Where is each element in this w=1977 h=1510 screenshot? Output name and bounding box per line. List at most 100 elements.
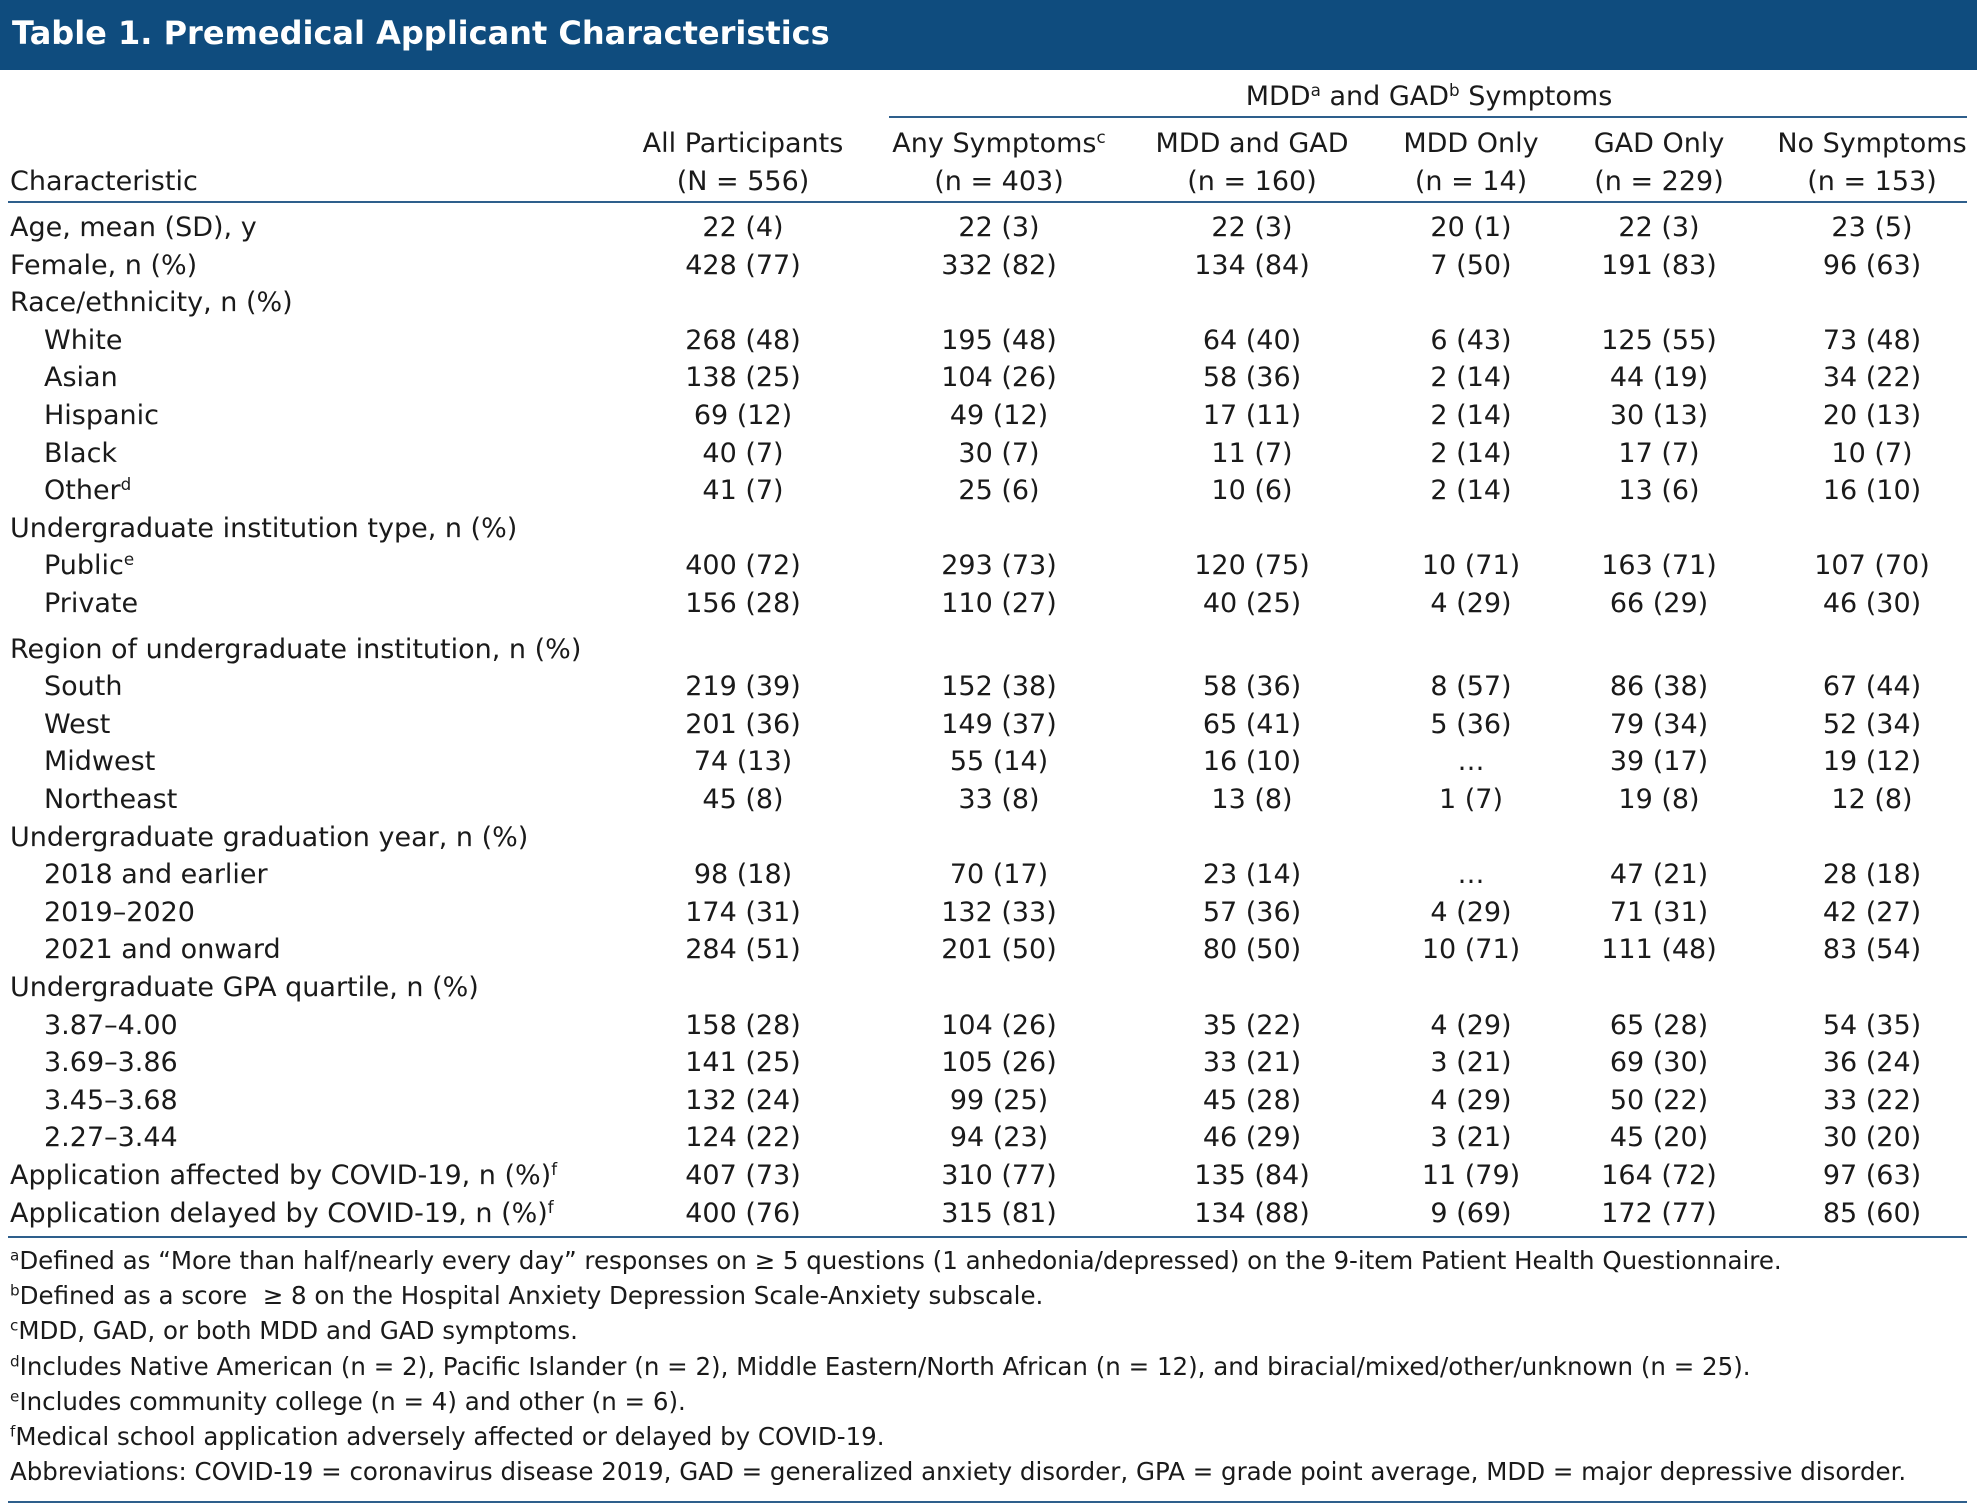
spanner-text: MDD xyxy=(1245,81,1311,112)
row-label-text: 2.27–3.44 xyxy=(44,1122,178,1154)
data-cell: 3 (21) xyxy=(1430,1122,1512,1154)
data-cell: 400 (72) xyxy=(685,550,801,582)
data-cell: 33 (22) xyxy=(1822,1084,1922,1116)
footnote-mark: e xyxy=(10,1387,20,1406)
footnote: aDefined as “More than half/nearly every… xyxy=(10,1246,1782,1276)
row-label-text: 3.45–3.68 xyxy=(44,1084,178,1116)
data-cell: 138 (25) xyxy=(685,362,801,394)
data-cell: 407 (73) xyxy=(685,1160,801,1191)
data-cell: 54 (35) xyxy=(1822,1009,1922,1041)
row-label: White xyxy=(44,324,123,358)
row-label-text: Race/ethnicity, n (%) xyxy=(10,287,293,319)
data-cell: 4 (29) xyxy=(1430,1009,1512,1041)
data-cell: 7 (50) xyxy=(1430,249,1512,281)
data-cell: 104 (26) xyxy=(941,1009,1057,1041)
superscript: d xyxy=(120,473,132,494)
data-cell: 58 (36) xyxy=(1202,671,1302,703)
spanner-text: Symptoms xyxy=(1459,81,1613,112)
data-cell: 164 (72) xyxy=(1601,1160,1717,1191)
data-cell: 135 (84) xyxy=(1194,1160,1310,1191)
data-cell: 111 (48) xyxy=(1601,934,1717,966)
data-cell: 71 (31) xyxy=(1609,896,1709,928)
row-label-text: Age, mean (SD), y xyxy=(10,212,257,243)
column-header-text: GAD Only xyxy=(1593,128,1725,159)
row-label-text: Application affected by COVID-19, n (%) xyxy=(10,1160,552,1191)
data-cell: 86 (38) xyxy=(1609,671,1709,703)
data-cell: 13 (8) xyxy=(1211,784,1293,815)
row-label-text: Female, n (%) xyxy=(10,249,198,281)
data-cell: 2 (14) xyxy=(1430,437,1512,469)
data-cell: 174 (31) xyxy=(685,896,801,928)
data-cell: 45 (20) xyxy=(1609,1122,1709,1154)
data-cell: 149 (37) xyxy=(941,708,1057,740)
data-cell: 67 (44) xyxy=(1822,671,1922,703)
row-label: 2.27–3.44 xyxy=(44,1121,178,1155)
row-label-text: Undergraduate graduation year, n (%) xyxy=(10,821,529,853)
column-n: (n = 403) xyxy=(934,166,1064,197)
row-label: Undergraduate institution type, n (%) xyxy=(10,512,517,546)
row-label: Black xyxy=(44,437,117,471)
data-cell: 191 (83) xyxy=(1601,249,1717,281)
data-cell: 125 (55) xyxy=(1601,324,1717,356)
row-label-text: Private xyxy=(44,588,139,619)
row-label-text: 2021 and onward xyxy=(44,934,281,966)
data-cell: 46 (30) xyxy=(1822,588,1922,619)
data-cell: 50 (22) xyxy=(1609,1084,1709,1116)
column-header-text: Any Symptoms xyxy=(892,128,1097,159)
footnote-text: Includes Native American (n = 2), Pacifi… xyxy=(19,1351,1751,1381)
footnote-text: MDD, GAD, or both MDD and GAD symptoms. xyxy=(18,1316,578,1346)
footnote-mark: a xyxy=(10,1246,20,1265)
column-header-text: MDD Only xyxy=(1403,128,1539,159)
footnote-mark: c xyxy=(10,1316,19,1335)
data-cell: 11 (79) xyxy=(1421,1160,1521,1191)
data-cell: 4 (29) xyxy=(1430,588,1512,619)
row-label-text: Public xyxy=(44,550,124,582)
row-label: 3.45–3.68 xyxy=(44,1084,178,1118)
data-cell: 315 (81) xyxy=(941,1197,1057,1229)
data-cell: 4 (29) xyxy=(1430,1084,1512,1116)
column-n: (n = 153) xyxy=(1807,166,1937,197)
data-cell: 3 (21) xyxy=(1430,1047,1512,1079)
row-label: Race/ethnicity, n (%) xyxy=(10,286,293,320)
column-header-text: Characteristic xyxy=(10,166,198,197)
data-cell: 40 (25) xyxy=(1202,588,1302,619)
data-cell: 132 (24) xyxy=(685,1084,801,1116)
data-cell: 120 (75) xyxy=(1194,550,1310,582)
row-label: Age, mean (SD), y xyxy=(10,211,257,245)
column-header-text: No Symptoms xyxy=(1777,128,1967,159)
column-spanner: MDDa and GADb Symptoms xyxy=(1246,80,1613,114)
footnote-mark: b xyxy=(10,1281,20,1300)
data-cell: 20 (1) xyxy=(1430,212,1512,243)
data-cell: 22 (4) xyxy=(702,212,784,243)
data-cell: 12 (8) xyxy=(1831,784,1913,815)
footnote: fMedical school application adversely af… xyxy=(10,1422,885,1452)
data-cell: 141 (25) xyxy=(685,1047,801,1079)
footnote-text: Medical school application adversely aff… xyxy=(15,1422,885,1452)
data-cell: 10 (7) xyxy=(1831,437,1913,469)
data-cell: 74 (13) xyxy=(693,746,793,778)
data-cell: 219 (39) xyxy=(685,671,801,703)
footnote-mark: d xyxy=(10,1352,20,1371)
data-cell: 293 (73) xyxy=(941,550,1057,582)
column-header: MDD Only xyxy=(1403,127,1538,161)
data-cell: 33 (8) xyxy=(958,784,1040,815)
data-cell: 73 (48) xyxy=(1822,324,1922,356)
row-label: Otherd xyxy=(44,474,131,508)
data-cell: 9 (69) xyxy=(1430,1197,1512,1229)
column-header: Characteristic xyxy=(10,165,198,199)
rule-line xyxy=(889,116,1967,118)
row-label-text: 3.87–4.00 xyxy=(44,1009,178,1041)
data-cell: 41 (7) xyxy=(702,475,784,507)
superscript: e xyxy=(123,549,135,570)
row-label: Publice xyxy=(44,549,134,583)
row-label: West xyxy=(44,708,110,742)
column-header: MDD and GAD xyxy=(1155,127,1348,161)
row-label-text: Hispanic xyxy=(44,400,160,431)
data-cell: 8 (57) xyxy=(1430,671,1512,703)
data-cell: 11 (7) xyxy=(1211,437,1293,469)
data-cell: 110 (27) xyxy=(941,588,1057,619)
data-cell: 66 (29) xyxy=(1609,588,1709,619)
footnote: Abbreviations: COVID-19 = coronavirus di… xyxy=(10,1457,1906,1487)
rule-line xyxy=(8,201,1967,203)
data-cell: 49 (12) xyxy=(949,400,1049,431)
